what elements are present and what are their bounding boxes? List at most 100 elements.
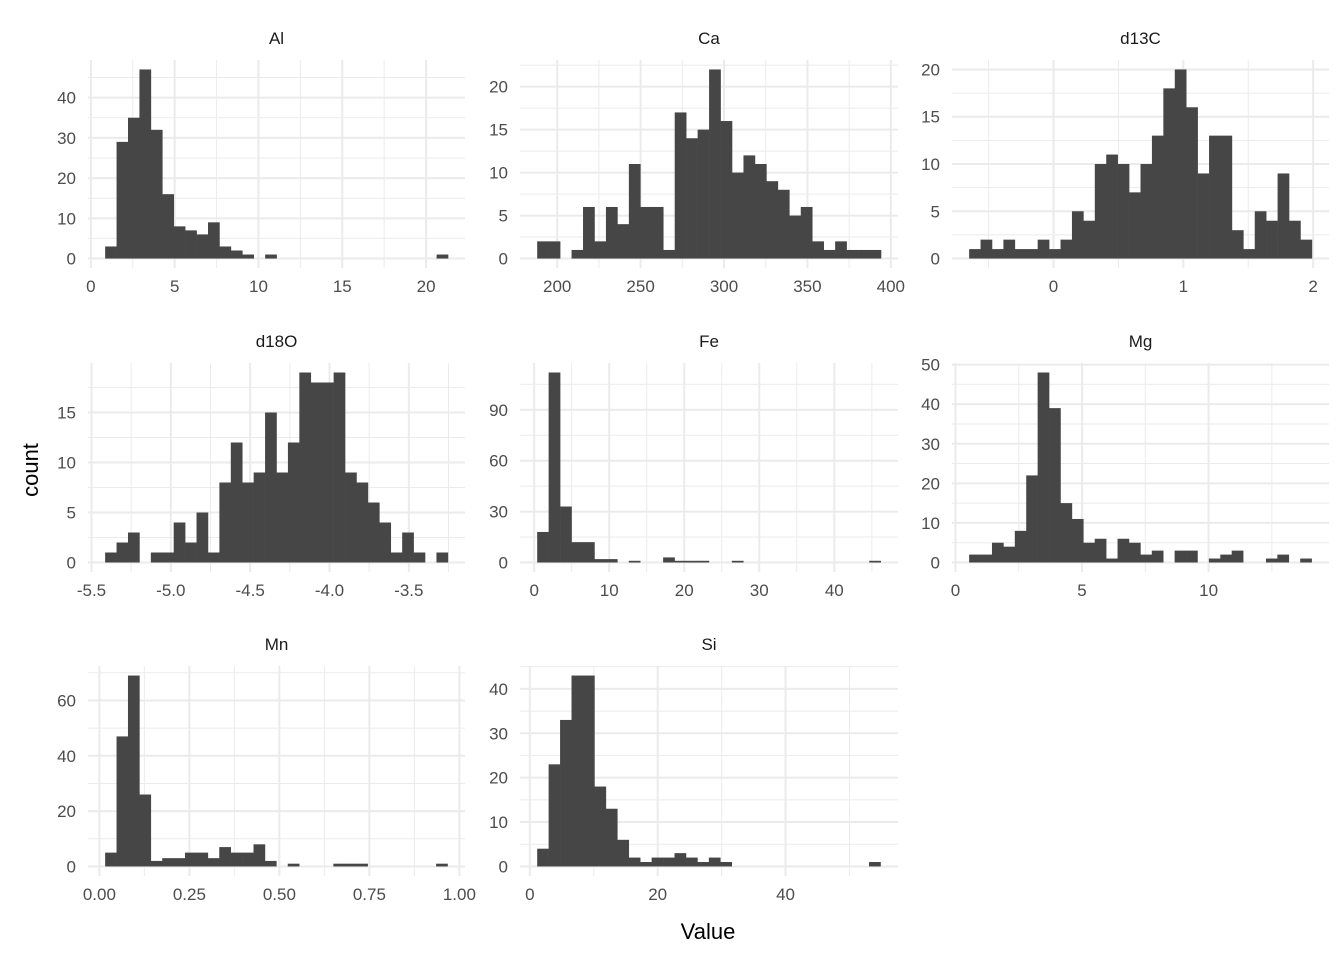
histogram-bar [674, 112, 687, 259]
histogram-bar [105, 246, 117, 259]
histogram-bar [754, 164, 767, 259]
histogram-bar [1060, 239, 1073, 259]
panel-si: 0 20 40 0 10 20 30 40 Si [489, 635, 898, 904]
histogram-bar [1151, 550, 1164, 563]
histogram-bar [127, 675, 140, 867]
histogram-bar [605, 206, 618, 259]
histogram-bar [253, 844, 266, 867]
histogram-bar [1049, 249, 1061, 259]
histogram-bar [116, 542, 129, 563]
histogram-bar [560, 719, 572, 867]
histogram-bar [230, 852, 243, 867]
y-tick-label: 5 [67, 504, 76, 523]
panel-fe: 0 10 20 30 40 0 30 60 90 Fe [489, 332, 898, 600]
histogram-bar [1243, 249, 1256, 259]
histogram-bar [219, 482, 232, 563]
facet-strip-label: d18O [256, 332, 298, 351]
histogram-bar [150, 860, 163, 867]
histogram-bar [287, 863, 300, 867]
histogram-bar [127, 532, 140, 563]
histogram-bar [709, 69, 721, 259]
y-tick-label: 10 [489, 813, 508, 832]
histogram-bar [869, 249, 882, 259]
y-tick-label: 20 [57, 169, 76, 188]
histogram-bar [605, 559, 618, 563]
histogram-bar [207, 552, 220, 563]
y-tick-label: 40 [57, 89, 76, 108]
histogram-bar [663, 249, 676, 259]
histogram-bar [1071, 211, 1084, 259]
histogram-bar [139, 69, 152, 259]
histogram-bar [583, 206, 595, 259]
x-tick-label: 400 [877, 277, 905, 296]
x-tick-label: 0.75 [353, 885, 386, 904]
x-tick-label: 1.00 [443, 885, 476, 904]
y-tick-label: 15 [57, 404, 76, 423]
histogram-bar [663, 857, 675, 867]
histogram-bar [219, 246, 232, 259]
y-tick-label: 15 [489, 121, 508, 140]
histogram-bar [1197, 173, 1210, 259]
histogram-bar [1140, 554, 1153, 563]
histogram-bar [253, 472, 266, 563]
y-tick-label: 20 [489, 78, 508, 97]
histogram-bar [185, 230, 197, 259]
y-tick-label: 90 [489, 401, 508, 420]
y-tick-label: 10 [489, 164, 508, 183]
histogram-bar [1049, 408, 1061, 563]
histogram-bar [264, 860, 277, 867]
panel-d18o: -5.5 -5.0 -4.5 -4.0 -3.5 0 5 10 15 d18O [57, 332, 465, 600]
histogram-bar [310, 382, 323, 563]
histogram-bar [766, 181, 779, 259]
histogram-bar [116, 141, 129, 259]
histogram-bar [1265, 558, 1278, 563]
y-tick-label: 0 [931, 554, 940, 573]
y-tick-label: 10 [921, 155, 940, 174]
histogram-bar [127, 117, 140, 259]
histogram-bar [208, 222, 220, 259]
y-tick-label: 50 [921, 356, 940, 375]
x-tick-label: 1 [1179, 277, 1188, 296]
histogram-bar [1220, 554, 1232, 563]
panel-ca: 200 250 300 350 400 0 5 10 15 20 Ca [489, 29, 905, 296]
histogram-bar [1140, 164, 1153, 259]
histogram-bar [628, 857, 641, 867]
histogram-bar [708, 857, 721, 867]
histogram-bar [390, 552, 403, 563]
x-tick-label: 15 [333, 277, 352, 296]
histogram-bar [1186, 550, 1198, 563]
x-tick-label: 350 [793, 277, 821, 296]
histogram-bar [367, 502, 380, 563]
y-tick-label: 60 [57, 691, 76, 710]
y-tick-label: 0 [67, 250, 76, 269]
histogram-bar [594, 241, 607, 259]
histogram-bar [1117, 164, 1130, 259]
histogram-bar [322, 382, 334, 563]
histogram-bar [1094, 538, 1107, 563]
histogram-bar [969, 554, 981, 563]
histogram-bar [1186, 107, 1198, 259]
y-tick-label: 5 [499, 207, 508, 226]
histogram-bar [1094, 164, 1107, 259]
histogram-bar [196, 512, 209, 563]
y-tick-label: 10 [57, 209, 76, 228]
histogram-bar [1209, 135, 1221, 259]
histogram-bar [299, 372, 312, 563]
histogram-bar [560, 506, 572, 563]
y-tick-label: 20 [489, 769, 508, 788]
histogram-bar [162, 194, 175, 259]
panel-mg: 0 5 10 0 10 20 30 40 50 Mg [921, 332, 1329, 600]
facet-strip-label: Fe [699, 332, 719, 351]
histogram-bar [858, 249, 870, 259]
histogram-bar [1277, 173, 1290, 259]
y-tick-label: 20 [57, 802, 76, 821]
histogram-bar [413, 552, 426, 563]
histogram-bar [345, 472, 357, 563]
x-tick-label: 0 [86, 277, 95, 296]
x-tick-label: 10 [600, 581, 619, 600]
x-tick-label: -5.5 [77, 581, 106, 600]
histogram-bar [1128, 542, 1141, 563]
y-tick-label: 20 [921, 60, 940, 79]
